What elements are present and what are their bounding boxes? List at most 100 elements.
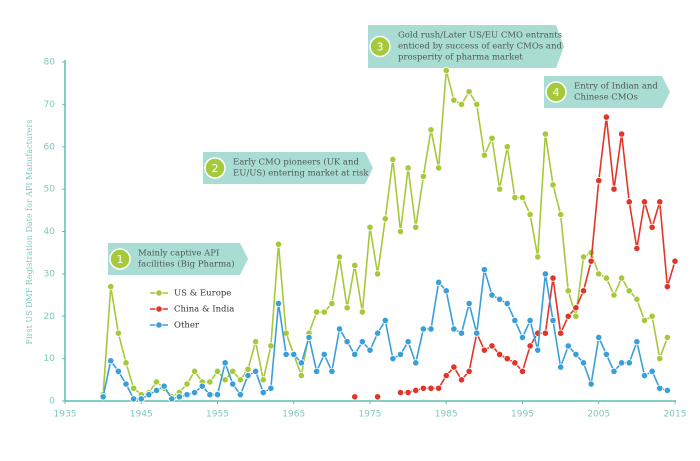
data-point xyxy=(488,134,496,142)
data-point xyxy=(518,367,527,375)
data-point xyxy=(572,304,580,312)
data-point xyxy=(297,359,305,367)
data-point xyxy=(656,355,664,363)
data-point xyxy=(107,357,115,365)
data-point xyxy=(602,350,610,358)
annotation-text: enticed by success of early CMOs and xyxy=(398,42,562,52)
data-point xyxy=(435,384,443,392)
annotation-number: 3 xyxy=(377,41,384,54)
data-point xyxy=(221,376,229,384)
data-point xyxy=(549,274,557,282)
data-point xyxy=(625,287,633,295)
data-point xyxy=(465,88,473,96)
data-point xyxy=(549,316,557,325)
legend-label: US & Europe xyxy=(174,289,231,299)
data-point xyxy=(274,299,283,308)
legend-label: Other xyxy=(174,321,200,331)
annotation-badge xyxy=(109,248,131,270)
data-point xyxy=(290,350,298,358)
data-point xyxy=(122,380,130,388)
y-tick-label: 10 xyxy=(44,354,56,364)
data-point xyxy=(412,386,420,395)
data-point xyxy=(229,380,237,388)
data-point xyxy=(374,329,382,337)
data-point xyxy=(160,382,168,390)
data-point xyxy=(595,270,603,278)
annotation-badge xyxy=(369,35,391,58)
y-axis-label: First US DMF Registration Date for API M… xyxy=(25,120,34,345)
legend-marker xyxy=(155,305,163,313)
data-point xyxy=(564,287,572,295)
annotation-text: Entry of Indian and xyxy=(574,82,658,92)
annotation-text: Chinese CMOs xyxy=(574,93,638,103)
data-point xyxy=(633,244,641,253)
data-point xyxy=(618,274,626,282)
data-point xyxy=(396,350,405,358)
data-point xyxy=(389,155,397,164)
data-point xyxy=(313,308,321,316)
data-point xyxy=(259,388,267,397)
data-point xyxy=(534,253,542,261)
data-point xyxy=(572,350,580,358)
legend-label: China & India xyxy=(174,305,234,315)
data-point xyxy=(122,359,130,367)
data-point xyxy=(374,393,382,401)
annotation: 3 Gold rush/Later US/EU CMO entrantsentic… xyxy=(368,25,564,68)
annotation-badge xyxy=(545,81,567,103)
data-point xyxy=(633,338,641,346)
data-point xyxy=(526,342,534,350)
data-point xyxy=(282,350,290,358)
data-point xyxy=(252,367,260,375)
data-point xyxy=(602,113,610,121)
x-tick-label: 2015 xyxy=(664,410,687,420)
x-tick-label: 1935 xyxy=(54,410,77,420)
data-point xyxy=(488,342,496,350)
data-point xyxy=(518,333,527,342)
data-point xyxy=(236,376,244,384)
x-tick-label: 1955 xyxy=(206,410,229,420)
annotation-text: prosperity of pharma market xyxy=(398,53,523,63)
data-point xyxy=(343,304,351,312)
data-point xyxy=(656,198,664,206)
annotation-text: Gold rush/Later US/EU CMO entrants xyxy=(398,31,562,41)
data-point xyxy=(404,388,412,397)
data-point xyxy=(198,382,206,390)
y-tick-label: 60 xyxy=(44,142,56,152)
annotation-box xyxy=(544,76,670,108)
data-point xyxy=(366,223,374,231)
data-point xyxy=(313,367,321,375)
data-point xyxy=(206,378,214,386)
y-tick-label: 0 xyxy=(49,397,55,407)
data-point xyxy=(602,274,610,282)
data-point xyxy=(511,194,519,202)
data-point xyxy=(503,143,511,151)
annotation-number: 1 xyxy=(117,253,124,266)
annotation-number: 4 xyxy=(553,86,560,99)
data-point xyxy=(640,316,649,325)
data-point xyxy=(206,391,214,399)
data-point xyxy=(381,316,389,325)
data-point xyxy=(557,329,565,337)
data-point xyxy=(457,329,466,337)
data-point xyxy=(457,100,466,108)
data-point xyxy=(579,253,588,261)
data-point xyxy=(557,363,565,371)
data-point xyxy=(244,365,252,373)
annotation-box xyxy=(368,25,564,68)
series-line xyxy=(102,70,669,398)
data-point xyxy=(381,215,389,223)
data-point xyxy=(663,282,671,291)
data-point xyxy=(137,395,145,403)
data-point xyxy=(130,395,138,403)
data-point xyxy=(419,325,427,333)
data-point xyxy=(541,329,549,337)
data-point xyxy=(351,261,359,269)
data-point xyxy=(595,177,603,185)
data-point xyxy=(610,367,618,375)
data-point xyxy=(396,388,405,397)
data-point xyxy=(480,151,488,159)
